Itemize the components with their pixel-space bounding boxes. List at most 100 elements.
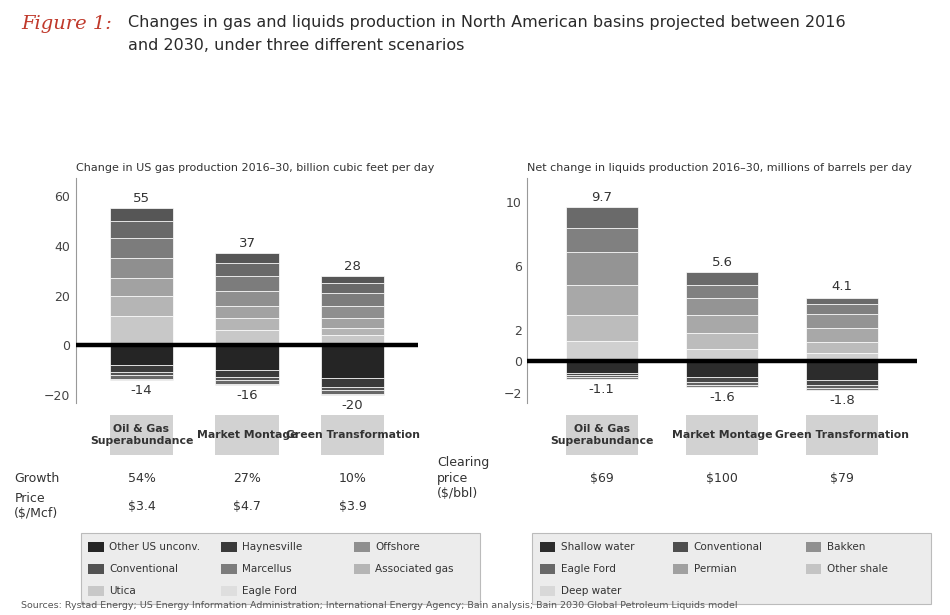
Bar [216,370,278,376]
Bar [321,335,384,346]
Text: $3.4: $3.4 [127,499,155,513]
Bar [565,362,637,373]
Text: Eagle Ford: Eagle Ford [242,586,297,596]
Bar [216,346,278,370]
Text: 55: 55 [133,192,150,205]
Bar [807,314,879,328]
Text: -20: -20 [342,399,363,413]
Bar [686,382,758,384]
Bar [807,362,879,379]
Bar [565,341,637,362]
Bar [807,298,879,304]
Text: $100: $100 [706,472,738,485]
Text: Oil & Gas
Superabundance: Oil & Gas Superabundance [550,424,654,446]
Bar [321,378,384,387]
Text: 37: 37 [238,237,256,250]
Text: 9.7: 9.7 [591,191,613,204]
Text: 54%: 54% [127,472,156,485]
Bar [565,315,637,341]
Text: Changes in gas and liquids production in North American basins projected between: Changes in gas and liquids production in… [128,15,846,52]
Bar [686,298,758,315]
Bar [565,252,637,285]
Text: 28: 28 [344,260,361,272]
Bar [216,318,278,330]
Text: Offshore: Offshore [375,542,420,552]
Text: Oil & Gas
Superabundance: Oil & Gas Superabundance [89,424,193,446]
Bar [321,394,384,395]
Text: Market Montage: Market Montage [672,430,772,440]
Bar [321,283,384,293]
Text: Market Montage: Market Montage [197,430,297,440]
Bar [110,221,173,238]
Text: Sources: Rystad Energy; US Energy Information Administration; International Ener: Sources: Rystad Energy; US Energy Inform… [21,601,737,610]
Bar [321,293,384,306]
Text: Deep water: Deep water [560,586,621,596]
Text: 5.6: 5.6 [712,256,732,269]
Text: -14: -14 [131,384,152,397]
Bar [807,304,879,314]
Bar [110,258,173,278]
Text: Associated gas: Associated gas [375,564,454,574]
Bar [216,263,278,276]
Bar [807,341,879,352]
Text: Utica: Utica [109,586,136,596]
Bar [565,285,637,315]
Text: Green Transformation: Green Transformation [286,430,420,440]
Bar [565,378,637,379]
Text: Eagle Ford: Eagle Ford [560,564,616,574]
Text: Haynesville: Haynesville [242,542,302,552]
Text: 4.1: 4.1 [831,280,853,293]
Bar [110,346,173,365]
Bar [686,315,758,333]
Bar [110,315,173,346]
Text: $79: $79 [830,472,854,485]
Text: $3.9: $3.9 [339,499,367,513]
Text: -16: -16 [237,389,257,402]
Bar [807,379,879,385]
Text: Growth: Growth [14,472,60,485]
Bar [216,276,278,290]
Text: Green Transformation: Green Transformation [775,430,909,440]
Text: Shallow water: Shallow water [560,542,634,552]
Text: Change in US gas production 2016–30, billion cubic feet per day: Change in US gas production 2016–30, bil… [76,164,434,173]
Text: $4.7: $4.7 [233,499,261,513]
Bar [110,208,173,221]
Bar [110,375,173,379]
Bar [216,253,278,263]
Text: Other US unconv.: Other US unconv. [109,542,200,552]
Text: 27%: 27% [233,472,261,485]
Bar [321,346,384,378]
Bar [807,385,879,388]
Text: Figure 1:: Figure 1: [21,15,112,33]
Text: Net change in liquids production 2016–30, millions of barrels per day: Net change in liquids production 2016–30… [527,164,912,173]
Text: Marcellus: Marcellus [242,564,292,574]
Bar [565,207,637,228]
Bar [807,328,879,341]
Bar [565,375,637,378]
Bar [110,365,173,371]
Bar [321,387,384,391]
Bar [216,291,278,306]
Bar [110,238,173,258]
Text: Other shale: Other shale [826,564,887,574]
Bar [321,391,384,394]
Bar [686,384,758,387]
Bar [686,272,758,285]
Text: Conventional: Conventional [694,542,763,552]
Bar [686,378,758,382]
Bar [686,333,758,349]
Text: $69: $69 [590,472,614,485]
Bar [110,296,173,315]
Bar [216,384,278,386]
Bar [565,228,637,252]
Text: 10%: 10% [338,472,367,485]
Bar [686,285,758,298]
Bar [807,352,879,362]
Bar [216,380,278,384]
Bar [565,373,637,375]
Text: Price
($/Mcf): Price ($/Mcf) [14,492,59,520]
Bar [321,318,384,328]
Text: Conventional: Conventional [109,564,179,574]
Bar [216,330,278,346]
Bar [321,276,384,283]
